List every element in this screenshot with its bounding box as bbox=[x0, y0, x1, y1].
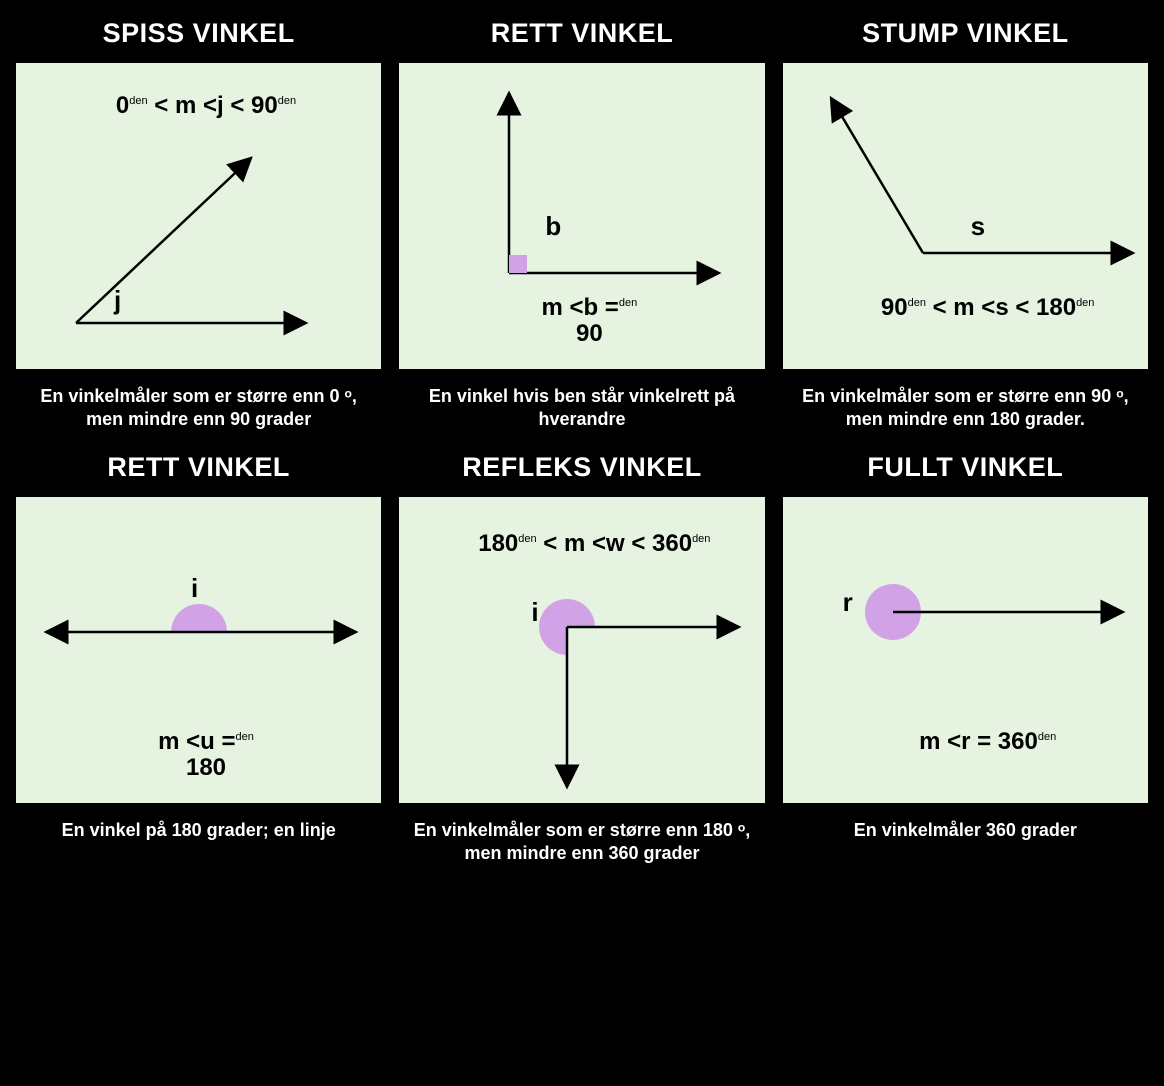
desc-obtuse: En vinkelmåler som er større enn 90 ᵒ, m… bbox=[781, 385, 1150, 430]
desc-acute: En vinkelmåler som er større enn 0 ᵒ, me… bbox=[14, 385, 383, 430]
eq-full: m <r = 360den bbox=[883, 729, 1093, 755]
label-reflex: i bbox=[531, 597, 538, 628]
label-right: b bbox=[545, 211, 561, 242]
label-straight: i bbox=[191, 573, 198, 604]
obtuse-diagram bbox=[783, 63, 1149, 373]
title-right: RETT VINKEL bbox=[491, 18, 674, 49]
label-obtuse: s bbox=[971, 211, 985, 242]
title-reflex: REFLEKS VINKEL bbox=[462, 452, 702, 483]
desc-reflex: En vinkelmåler som er større enn 180 ᵒ, … bbox=[397, 819, 766, 864]
eq-right: m <b =den90 bbox=[509, 295, 669, 348]
panel-obtuse: s 90den < m <s < 180den bbox=[781, 61, 1150, 371]
desc-full: En vinkelmåler 360 grader bbox=[848, 819, 1083, 842]
eq-reflex: 180den < m <w < 360den bbox=[454, 531, 734, 557]
cell-full: FULLT VINKEL r m <r = 360den En vinkelmå… bbox=[781, 444, 1150, 864]
cell-straight: RETT VINKEL i m <u =den180 En vinkel på … bbox=[14, 444, 383, 864]
label-full: r bbox=[843, 587, 853, 618]
cell-reflex: REFLEKS VINKEL i 180den < m <w < 360den … bbox=[397, 444, 766, 864]
label-acute: j bbox=[114, 285, 121, 316]
panel-reflex: i 180den < m <w < 360den bbox=[397, 495, 766, 805]
desc-straight: En vinkel på 180 grader; en linje bbox=[56, 819, 342, 842]
cell-obtuse: STUMP VINKEL s 90den < m <s < 180den En … bbox=[781, 10, 1150, 430]
title-obtuse: STUMP VINKEL bbox=[862, 18, 1069, 49]
title-full: FULLT VINKEL bbox=[867, 452, 1063, 483]
eq-straight: m <u =den180 bbox=[126, 729, 286, 782]
cell-right: RETT VINKEL b m <b =den90 En vinkel hvis… bbox=[397, 10, 766, 430]
desc-right: En vinkel hvis ben står vinkelrett på hv… bbox=[397, 385, 766, 430]
angle-grid: SPISS VINKEL j 0den < m <j < 90den En vi… bbox=[0, 0, 1164, 884]
panel-full: r m <r = 360den bbox=[781, 495, 1150, 805]
title-acute: SPISS VINKEL bbox=[103, 18, 295, 49]
panel-acute: j 0den < m <j < 90den bbox=[14, 61, 383, 371]
cell-acute: SPISS VINKEL j 0den < m <j < 90den En vi… bbox=[14, 10, 383, 430]
eq-obtuse: 90den < m <s < 180den bbox=[853, 295, 1123, 321]
title-straight: RETT VINKEL bbox=[107, 452, 290, 483]
panel-right: b m <b =den90 bbox=[397, 61, 766, 371]
full-diagram bbox=[783, 497, 1149, 807]
eq-acute: 0den < m <j < 90den bbox=[96, 93, 316, 119]
panel-straight: i m <u =den180 bbox=[14, 495, 383, 805]
